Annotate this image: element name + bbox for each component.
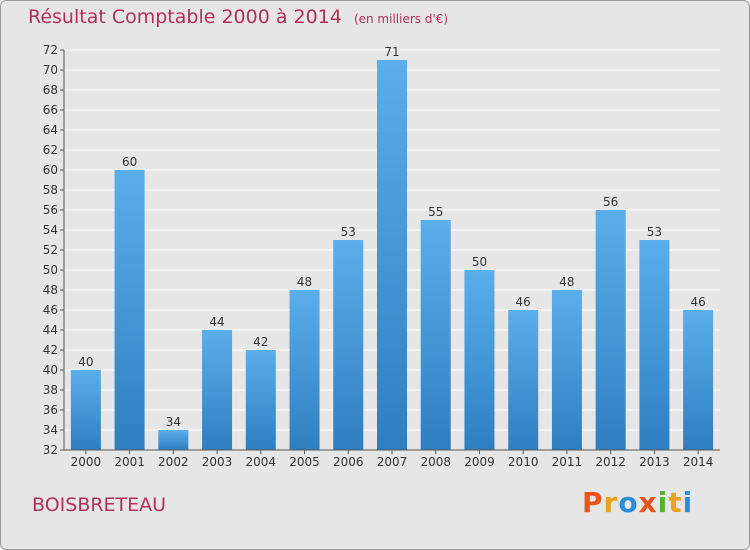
bar-2013 <box>639 240 670 450</box>
x-tick-label-2012: 2012 <box>595 455 626 469</box>
y-tick-label: 54 <box>43 223 58 237</box>
y-tick-label: 42 <box>43 343 58 357</box>
y-tick-label: 66 <box>43 103 58 117</box>
y-tick-label: 44 <box>43 323 58 337</box>
data-label-2004: 42 <box>253 335 268 349</box>
y-tick-label: 52 <box>43 243 58 257</box>
chart-unit: (en milliers d'€) <box>353 12 449 26</box>
data-label-2007: 71 <box>384 45 399 59</box>
data-label-2002: 34 <box>166 415 181 429</box>
data-label-2010: 46 <box>516 295 531 309</box>
y-tick-label: 48 <box>43 283 58 297</box>
logo-letter: t <box>668 486 683 519</box>
bar-2008 <box>420 220 451 450</box>
x-tick-label-2004: 2004 <box>246 455 277 469</box>
bar-2014 <box>683 310 714 450</box>
data-label-2005: 48 <box>297 275 312 289</box>
x-tick-label-2010: 2010 <box>508 455 539 469</box>
data-label-2008: 55 <box>428 205 443 219</box>
bars: 40 60 34 44 42 48 53 71 55 50 46 48 56 53 46 <box>70 45 714 450</box>
x-tick-label-2011: 2011 <box>552 455 583 469</box>
data-label-2009: 50 <box>472 255 487 269</box>
x-tick-label-2009: 2009 <box>464 455 495 469</box>
x-tick-label-2001: 2001 <box>114 455 145 469</box>
y-tick-label: 32 <box>43 443 58 457</box>
y-tick-label: 56 <box>43 203 58 217</box>
logo-letter: r <box>603 486 619 519</box>
bar-2011 <box>551 290 582 450</box>
x-tick-label-2008: 2008 <box>420 455 451 469</box>
data-label-2014: 46 <box>690 295 705 309</box>
bar-2002 <box>158 430 189 450</box>
y-tick-label: 38 <box>43 383 58 397</box>
y-tick-label: 50 <box>43 263 58 277</box>
y-tick-label: 34 <box>43 423 58 437</box>
bar-2009 <box>464 270 495 450</box>
y-axis: 32 34 36 38 40 42 44 46 48 50 52 54 56 58 60 62 64 66 68 70… <box>43 43 65 457</box>
data-label-2003: 44 <box>209 315 224 329</box>
y-tick-label: 68 <box>43 83 58 97</box>
x-tick-label-2005: 2005 <box>289 455 320 469</box>
data-label-2013: 53 <box>647 225 662 239</box>
logo-letter: o <box>618 486 639 519</box>
data-label-2006: 53 <box>341 225 356 239</box>
logo-letter: i <box>657 486 669 519</box>
bar-2006 <box>333 240 364 450</box>
proxiti-logo: Proxiti <box>582 486 693 519</box>
logo-letter: i <box>682 486 694 519</box>
x-tick-label-2014: 2014 <box>683 455 714 469</box>
y-tick-label: 64 <box>43 123 58 137</box>
x-tick-label-2002: 2002 <box>158 455 189 469</box>
commune-name: BOISBRETEAU <box>32 494 167 516</box>
bar-2000 <box>70 370 101 450</box>
y-tick-label: 40 <box>43 363 58 377</box>
y-tick-label: 72 <box>43 43 58 57</box>
y-tick-label: 70 <box>43 63 58 77</box>
x-tick-label-2007: 2007 <box>377 455 408 469</box>
x-tick-label-2006: 2006 <box>333 455 364 469</box>
logo-letter: P <box>582 486 604 519</box>
y-tick-label: 58 <box>43 183 58 197</box>
x-tick-label-2013: 2013 <box>639 455 670 469</box>
x-tick-label-2000: 2000 <box>71 455 102 469</box>
bar-2007 <box>377 60 407 450</box>
bar-2004 <box>245 350 276 450</box>
logo-letter: x <box>638 486 658 519</box>
bar-2012 <box>595 210 626 450</box>
chart-title: Résultat Comptable 2000 à 2014 (en milli… <box>28 6 448 28</box>
x-tick-label-2003: 2003 <box>202 455 233 469</box>
y-tick-label: 62 <box>43 143 58 157</box>
data-label-2012: 56 <box>603 195 618 209</box>
x-axis: 2000 2001 2002 2003 2004 2005 2006 2007 2008 2009… <box>64 449 720 469</box>
bar-2010 <box>508 310 539 450</box>
y-tick-label: 60 <box>43 163 58 177</box>
data-label-2001: 60 <box>122 155 137 169</box>
bar-2003 <box>202 330 233 450</box>
y-tick-label: 46 <box>43 303 58 317</box>
data-label-2011: 48 <box>559 275 574 289</box>
bar-2001 <box>114 170 145 450</box>
y-tick-label: 36 <box>43 403 58 417</box>
chart-title-text: Résultat Comptable 2000 à 2014 <box>28 6 342 28</box>
data-label-2000: 40 <box>78 355 93 369</box>
bar-2005 <box>289 290 320 450</box>
